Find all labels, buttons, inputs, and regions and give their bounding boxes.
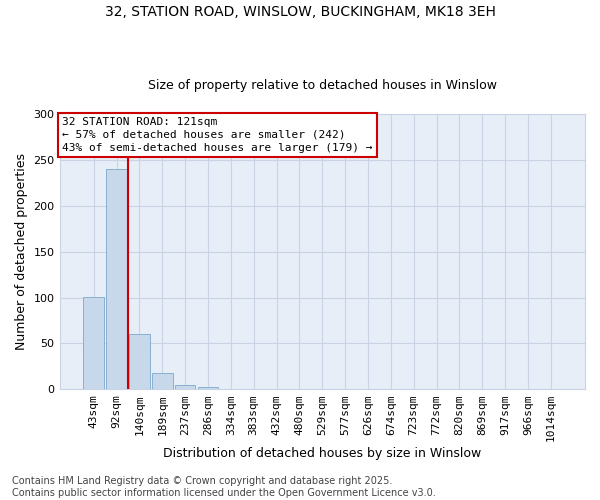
Bar — [175, 384, 196, 390]
Text: 32 STATION ROAD: 121sqm
← 57% of detached houses are smaller (242)
43% of semi-d: 32 STATION ROAD: 121sqm ← 57% of detache… — [62, 117, 373, 153]
Text: Contains HM Land Registry data © Crown copyright and database right 2025.
Contai: Contains HM Land Registry data © Crown c… — [12, 476, 436, 498]
Bar — [152, 373, 173, 390]
Y-axis label: Number of detached properties: Number of detached properties — [15, 153, 28, 350]
Text: 32, STATION ROAD, WINSLOW, BUCKINGHAM, MK18 3EH: 32, STATION ROAD, WINSLOW, BUCKINGHAM, M… — [104, 5, 496, 19]
Bar — [129, 334, 150, 390]
Bar — [198, 388, 218, 390]
X-axis label: Distribution of detached houses by size in Winslow: Distribution of detached houses by size … — [163, 447, 481, 460]
Bar — [106, 169, 127, 390]
Bar — [83, 296, 104, 390]
Title: Size of property relative to detached houses in Winslow: Size of property relative to detached ho… — [148, 79, 497, 92]
